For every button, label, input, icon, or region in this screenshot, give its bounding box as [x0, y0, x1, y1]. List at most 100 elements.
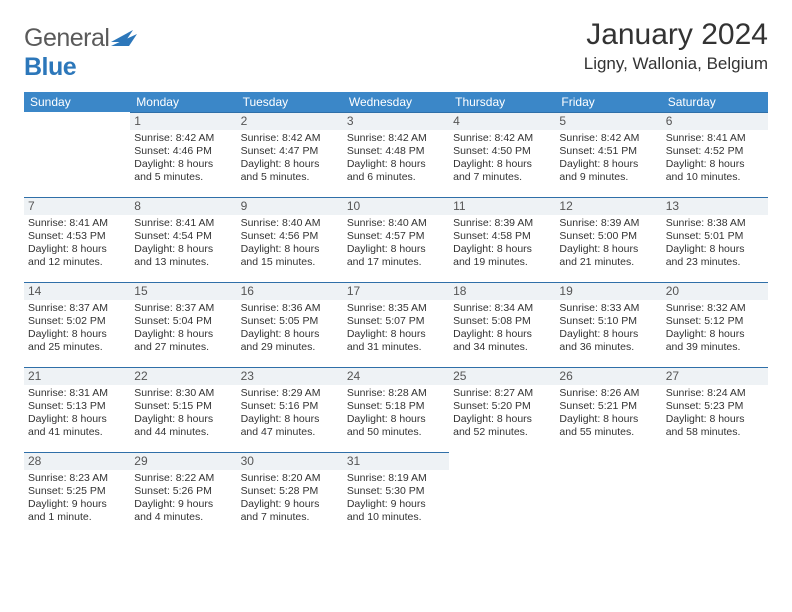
day-cell: 27Sunrise: 8:24 AMSunset: 5:23 PMDayligh…	[662, 367, 768, 452]
day-cell: 2 Sunrise: 8:42 AMSunset: 4:47 PMDaylight…	[237, 112, 343, 197]
daylight-text: Daylight: 8 hours and 36 minutes.	[559, 328, 657, 354]
sunset-text: Sunset: 5:21 PM	[559, 400, 657, 413]
daylight-text: Daylight: 8 hours and 17 minutes.	[347, 243, 445, 269]
empty-cell	[449, 452, 555, 537]
day-cell: 22 Sunrise: 8:30 AMSunset: 5:15 PMDayligh…	[130, 367, 236, 452]
empty-cell	[24, 112, 130, 197]
sunset-text: Sunset: 5:10 PM	[559, 315, 657, 328]
day-cell: 4Sunrise: 8:42 AMSunset: 4:50 PMDaylight…	[449, 112, 555, 197]
daylight-text: Daylight: 8 hours and 39 minutes.	[666, 328, 764, 354]
sunset-text: Sunset: 5:23 PM	[666, 400, 764, 413]
day-number: 12	[555, 197, 661, 215]
sunset-text: Sunset: 5:20 PM	[453, 400, 551, 413]
day-cell: 31Sunrise: 8:19 AMSunset: 5:30 PMDayligh…	[343, 452, 449, 537]
daylight-text: Daylight: 8 hours and 47 minutes.	[241, 413, 339, 439]
title-block: January 2024 Ligny, Wallonia, Belgium	[584, 18, 768, 74]
logo-part1: General	[24, 24, 109, 52]
daylight-text: Daylight: 8 hours and 13 minutes.	[134, 243, 232, 269]
day-cell: 20Sunrise: 8:32 AMSunset: 5:12 PMDayligh…	[662, 282, 768, 367]
day-header-tuesday: Tuesday	[237, 92, 343, 112]
day-cell: 30Sunrise: 8:20 AMSunset: 5:28 PMDayligh…	[237, 452, 343, 537]
day-number: 22	[130, 367, 236, 385]
daylight-text: Daylight: 8 hours and 5 minutes.	[241, 158, 339, 184]
daylight-text: Daylight: 8 hours and 12 minutes.	[28, 243, 126, 269]
day-number: 31	[343, 452, 449, 470]
day-cell: 28Sunrise: 8:23 AMSunset: 5:25 PMDayligh…	[24, 452, 130, 537]
daylight-text: Daylight: 8 hours and 44 minutes.	[134, 413, 232, 439]
day-number: 29	[130, 452, 236, 470]
day-header-wednesday: Wednesday	[343, 92, 449, 112]
sunset-text: Sunset: 5:02 PM	[28, 315, 126, 328]
daylight-text: Daylight: 8 hours and 27 minutes.	[134, 328, 232, 354]
day-cell: 18Sunrise: 8:34 AMSunset: 5:08 PMDayligh…	[449, 282, 555, 367]
month-title: January 2024	[584, 18, 768, 52]
week-row: 14Sunrise: 8:37 AMSunset: 5:02 PMDayligh…	[24, 282, 768, 367]
day-number: 20	[662, 282, 768, 300]
day-cell: 14Sunrise: 8:37 AMSunset: 5:02 PMDayligh…	[24, 282, 130, 367]
daylight-text: Daylight: 8 hours and 41 minutes.	[28, 413, 126, 439]
day-cell: 8Sunrise: 8:41 AMSunset: 4:54 PMDaylight…	[130, 197, 236, 282]
sunset-text: Sunset: 5:07 PM	[347, 315, 445, 328]
sunset-text: Sunset: 4:56 PM	[241, 230, 339, 243]
week-row: 7Sunrise: 8:41 AMSunset: 4:53 PMDaylight…	[24, 197, 768, 282]
week-row: 1Sunrise: 8:42 AMSunset: 4:46 PMDaylight…	[24, 112, 768, 197]
sunset-text: Sunset: 5:01 PM	[666, 230, 764, 243]
day-cell: 13Sunrise: 8:38 AMSunset: 5:01 PMDayligh…	[662, 197, 768, 282]
daylight-text: Daylight: 8 hours and 6 minutes.	[347, 158, 445, 184]
daylight-text: Daylight: 8 hours and 7 minutes.	[453, 158, 551, 184]
sunrise-text: Sunrise: 8:36 AM	[241, 302, 339, 315]
day-cell: 12Sunrise: 8:39 AMSunset: 5:00 PMDayligh…	[555, 197, 661, 282]
sunrise-text: Sunrise: 8:27 AM	[453, 387, 551, 400]
sunset-text: Sunset: 5:16 PM	[241, 400, 339, 413]
day-cell: 21Sunrise: 8:31 AMSunset: 5:13 PMDayligh…	[24, 367, 130, 452]
logo-part2: Blue	[24, 53, 76, 81]
daylight-text: Daylight: 9 hours and 7 minutes.	[241, 498, 339, 524]
sunrise-text: Sunrise: 8:41 AM	[134, 217, 232, 230]
logo: General Blue	[24, 18, 137, 82]
daylight-text: Daylight: 8 hours and 9 minutes.	[559, 158, 657, 184]
day-number: 24	[343, 367, 449, 385]
sunrise-text: Sunrise: 8:40 AM	[347, 217, 445, 230]
day-number: 2	[237, 112, 343, 130]
sunrise-text: Sunrise: 8:39 AM	[559, 217, 657, 230]
daylight-text: Daylight: 8 hours and 15 minutes.	[241, 243, 339, 269]
calendar-body: 1Sunrise: 8:42 AMSunset: 4:46 PMDaylight…	[24, 112, 768, 537]
day-cell: 10Sunrise: 8:40 AMSunset: 4:57 PMDayligh…	[343, 197, 449, 282]
week-row: 21Sunrise: 8:31 AMSunset: 5:13 PMDayligh…	[24, 367, 768, 452]
sunrise-text: Sunrise: 8:23 AM	[28, 472, 126, 485]
day-number: 19	[555, 282, 661, 300]
day-cell: 11Sunrise: 8:39 AMSunset: 4:58 PMDayligh…	[449, 197, 555, 282]
sunset-text: Sunset: 5:13 PM	[28, 400, 126, 413]
day-number: 17	[343, 282, 449, 300]
day-cell: 15Sunrise: 8:37 AMSunset: 5:04 PMDayligh…	[130, 282, 236, 367]
sunrise-text: Sunrise: 8:42 AM	[241, 132, 339, 145]
daylight-text: Daylight: 8 hours and 25 minutes.	[28, 328, 126, 354]
sunset-text: Sunset: 5:15 PM	[134, 400, 232, 413]
sunrise-text: Sunrise: 8:30 AM	[134, 387, 232, 400]
sunset-text: Sunset: 5:30 PM	[347, 485, 445, 498]
header: General Blue January 2024 Ligny, Walloni…	[24, 18, 768, 82]
day-number: 14	[24, 282, 130, 300]
sunset-text: Sunset: 4:46 PM	[134, 145, 232, 158]
daylight-text: Daylight: 8 hours and 50 minutes.	[347, 413, 445, 439]
sunset-text: Sunset: 4:51 PM	[559, 145, 657, 158]
daylight-text: Daylight: 8 hours and 58 minutes.	[666, 413, 764, 439]
sunset-text: Sunset: 4:47 PM	[241, 145, 339, 158]
sunrise-text: Sunrise: 8:40 AM	[241, 217, 339, 230]
day-number: 30	[237, 452, 343, 470]
sunrise-text: Sunrise: 8:28 AM	[347, 387, 445, 400]
sunset-text: Sunset: 5:08 PM	[453, 315, 551, 328]
week-row: 28Sunrise: 8:23 AMSunset: 5:25 PMDayligh…	[24, 452, 768, 537]
day-number: 13	[662, 197, 768, 215]
logo-text: General Blue	[24, 24, 137, 82]
calendar-page: General Blue January 2024 Ligny, Walloni…	[0, 0, 792, 547]
day-cell: 19Sunrise: 8:33 AMSunset: 5:10 PMDayligh…	[555, 282, 661, 367]
sunset-text: Sunset: 5:26 PM	[134, 485, 232, 498]
daylight-text: Daylight: 9 hours and 10 minutes.	[347, 498, 445, 524]
location: Ligny, Wallonia, Belgium	[584, 54, 768, 74]
daylight-text: Daylight: 8 hours and 21 minutes.	[559, 243, 657, 269]
daylight-text: Daylight: 9 hours and 4 minutes.	[134, 498, 232, 524]
sunset-text: Sunset: 5:25 PM	[28, 485, 126, 498]
day-header-row: SundayMondayTuesdayWednesdayThursdayFrid…	[24, 92, 768, 112]
sunset-text: Sunset: 5:04 PM	[134, 315, 232, 328]
